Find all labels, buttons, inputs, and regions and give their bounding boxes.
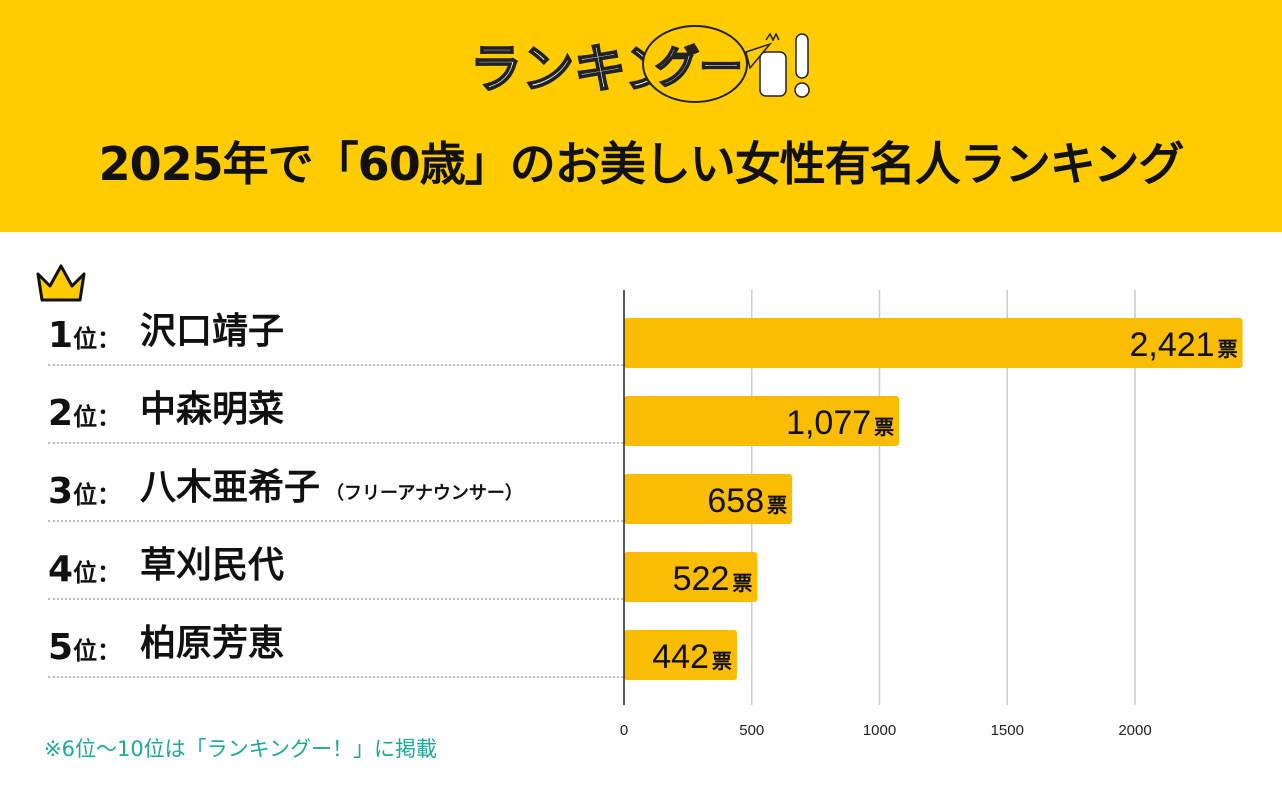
rank-label: 3位：: [48, 471, 121, 512]
rank-label: 5位：: [48, 627, 121, 668]
ranking-row: 5位： 柏原芳恵: [48, 600, 623, 678]
bar: [624, 396, 900, 446]
bar: [624, 552, 758, 602]
bar-unit-label: 票: [874, 415, 894, 439]
celebrity-name: 柏原芳恵: [140, 614, 284, 666]
bar-value-label: 442: [652, 638, 709, 676]
rank-label: 2位：: [48, 393, 121, 434]
x-tick-label: 500: [739, 722, 764, 739]
ranking-row: 2位： 中森明菜: [48, 366, 623, 444]
celebrity-name: 八木亜希子 （フリーアナウンサー）: [140, 458, 523, 510]
name-text: 草刈民代: [140, 545, 285, 586]
ranking-row: 1位： 沢口靖子: [48, 288, 623, 366]
celebrity-name: 沢口靖子: [140, 302, 284, 354]
bar-unit-label: 票: [712, 649, 732, 673]
svg-text:グー: グー: [655, 42, 743, 93]
rank-number: 2: [48, 393, 74, 434]
ranking-row: 3位： 八木亜希子 （フリーアナウンサー）: [48, 444, 623, 522]
rank-number: 3: [48, 471, 74, 512]
rank-number: 1: [48, 315, 74, 356]
name-text: 中森明菜: [140, 389, 285, 430]
footnote: ※6位〜10位は「ランキングー！」に掲載: [44, 737, 438, 761]
bar-unit-label: 票: [767, 493, 787, 517]
name-text: 沢口靖子: [140, 311, 285, 352]
rank-suffix: 位：: [73, 403, 122, 431]
rank-suffix: 位：: [73, 637, 122, 665]
rank-suffix: 位：: [73, 481, 122, 509]
rank-label: 4位：: [48, 549, 121, 590]
celebrity-name: 草刈民代: [140, 536, 284, 588]
bar-unit-label: 票: [732, 571, 752, 595]
x-tick-label: 1000: [863, 722, 896, 739]
rank-suffix: 位：: [73, 559, 122, 587]
bar-value-label: 1,077: [786, 404, 871, 442]
crown-icon: [36, 264, 86, 302]
rank-suffix: 位：: [73, 325, 122, 353]
celebrity-name: 中森明菜: [140, 380, 284, 432]
header: ランキン グー 2025年で「60歳」のお美しい女性有名人ランキング: [0, 0, 1282, 232]
page-title: 2025年で「60歳」のお美しい女性有名人ランキング: [98, 137, 1185, 191]
rank-number: 4: [48, 549, 74, 590]
name-text: 八木亜希子: [140, 467, 321, 508]
x-tick-label: 2000: [1118, 722, 1151, 739]
x-tick-label: 0: [620, 722, 628, 739]
bar-unit-label: 票: [1218, 337, 1238, 361]
bar: [624, 474, 793, 524]
name-note: （フリーアナウンサー）: [326, 483, 523, 504]
x-tick-label: 1500: [991, 722, 1024, 739]
ranking-goo-logo: ランキン グー: [470, 25, 810, 103]
bar: [624, 630, 737, 680]
bar-value-label: 658: [707, 482, 764, 520]
bar-value-label: 2,421: [1129, 326, 1214, 364]
bar-value-label: 522: [673, 560, 730, 598]
ranking-row: 4位： 草刈民代: [48, 522, 623, 600]
rank-label: 1位：: [48, 315, 121, 356]
bar: [624, 318, 1243, 368]
name-text: 柏原芳恵: [140, 623, 285, 664]
rank-number: 5: [48, 627, 74, 668]
